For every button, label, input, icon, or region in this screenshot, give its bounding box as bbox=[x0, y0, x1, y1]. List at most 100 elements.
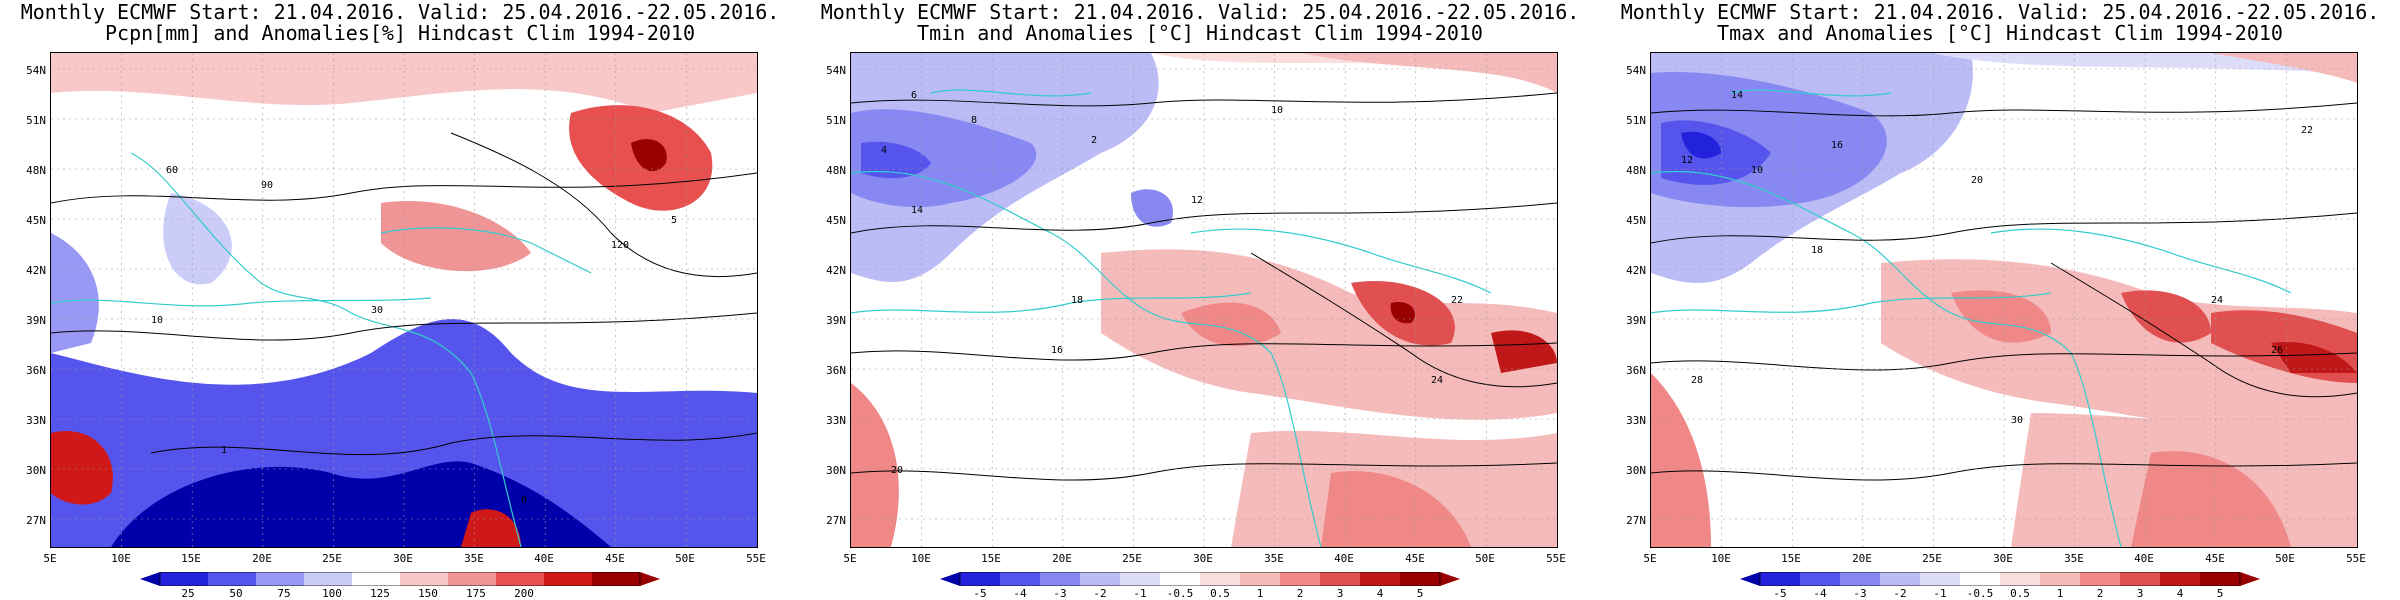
lon-label: 40E bbox=[534, 552, 554, 565]
colorbar-label: 2 bbox=[2096, 587, 2104, 600]
lat-label: 33N bbox=[26, 414, 46, 427]
lon-label: 5E bbox=[1643, 552, 1657, 565]
colorbar-label: 3 bbox=[1336, 587, 1344, 600]
lat-label: 45N bbox=[1626, 214, 1646, 227]
contour-label: 22 bbox=[2301, 125, 2313, 136]
contour-label: 22 bbox=[1451, 295, 1463, 306]
colorbar-label: -5 bbox=[1773, 587, 1787, 600]
lon-label: 15E bbox=[181, 552, 201, 565]
precipitation-panel: Monthly ECMWF Start: 21.04.2016. Valid: … bbox=[0, 0, 800, 600]
lon-label: 25E bbox=[1122, 552, 1142, 565]
lon-label: 5E bbox=[843, 552, 857, 565]
lat-label: 42N bbox=[26, 264, 46, 277]
lon-label: 50E bbox=[1475, 552, 1495, 565]
contour-label: 90 bbox=[261, 180, 273, 191]
lon-label: 25E bbox=[1922, 552, 1942, 565]
lat-label: 27N bbox=[26, 514, 46, 527]
contour-label: 20 bbox=[891, 465, 903, 476]
lon-label: 55E bbox=[2346, 552, 2366, 565]
colorbar-swatches bbox=[940, 572, 1460, 586]
contour-label: 16 bbox=[1831, 140, 1843, 151]
lat-label: 30N bbox=[1626, 464, 1646, 477]
lat-label: 54N bbox=[26, 64, 46, 77]
lon-label: 35E bbox=[2064, 552, 2084, 565]
colorbar-label: 50 bbox=[229, 587, 243, 600]
lon-label: 10E bbox=[111, 552, 131, 565]
contour-label: 30 bbox=[2011, 415, 2023, 426]
contour-label: 30 bbox=[371, 305, 383, 316]
lon-label: 30E bbox=[1193, 552, 1213, 565]
colorbar-label: 175 bbox=[466, 587, 486, 600]
contour-label: 16 bbox=[1051, 345, 1063, 356]
contour-label: 120 bbox=[611, 240, 629, 251]
colorbar-label: 1 bbox=[2056, 587, 2064, 600]
lat-label: 51N bbox=[1626, 114, 1646, 127]
lon-label: 35E bbox=[464, 552, 484, 565]
lat-label: 45N bbox=[26, 214, 46, 227]
colorbar-label: 0.5 bbox=[1210, 587, 1230, 600]
contour-label: 28 bbox=[1691, 375, 1703, 386]
colorbar-label: 125 bbox=[370, 587, 390, 600]
contour-label: 12 bbox=[1191, 195, 1203, 206]
contour-label: 26 bbox=[2271, 345, 2283, 356]
lat-label: 45N bbox=[826, 214, 846, 227]
colorbar bbox=[1740, 572, 2260, 586]
colorbar-label: 2 bbox=[1296, 587, 1304, 600]
lat-label: 36N bbox=[826, 364, 846, 377]
lon-label: 45E bbox=[1405, 552, 1425, 565]
precipitation-map: 60 90 120 30 1 10 0 5 bbox=[50, 52, 758, 548]
colorbar-label: -0.5 bbox=[1966, 587, 1994, 600]
lon-label: 15E bbox=[1781, 552, 1801, 565]
contour-label: 18 bbox=[1071, 295, 1083, 306]
lon-label: 5E bbox=[43, 552, 57, 565]
colorbar-label: -3 bbox=[1053, 587, 1067, 600]
lat-label: 48N bbox=[26, 164, 46, 177]
lat-label: 51N bbox=[26, 114, 46, 127]
lon-label: 10E bbox=[1711, 552, 1731, 565]
contour-label: 10 bbox=[1271, 105, 1283, 116]
tmin-panel: Monthly ECMWF Start: 21.04.2016. Valid: … bbox=[800, 0, 1600, 600]
tmin-map: 6 8 10 12 14 16 18 20 22 24 4 2 bbox=[850, 52, 1558, 548]
lon-label: 30E bbox=[1993, 552, 2013, 565]
colorbar bbox=[940, 572, 1460, 586]
lat-label: 42N bbox=[826, 264, 846, 277]
colorbar-label: 5 bbox=[2216, 587, 2224, 600]
contour-label: 0 bbox=[521, 495, 527, 506]
lat-label: 48N bbox=[1626, 164, 1646, 177]
colorbar-label: -2 bbox=[1893, 587, 1907, 600]
contour-label: 6 bbox=[911, 90, 917, 101]
colorbar-swatches bbox=[140, 572, 660, 586]
colorbar-label: 150 bbox=[418, 587, 438, 600]
colorbar-swatches bbox=[1740, 572, 2260, 586]
lon-label: 50E bbox=[2275, 552, 2295, 565]
contour-label: 1 bbox=[221, 445, 227, 456]
contour-label: 14 bbox=[1731, 90, 1743, 101]
tmax-map: 14 16 18 20 22 24 26 28 30 12 10 bbox=[1650, 52, 2358, 548]
contour-label: 20 bbox=[1971, 175, 1983, 186]
panel-title-line2: Tmax and Anomalies [°C] Hindcast Clim 19… bbox=[1717, 21, 2283, 45]
panel-title-line1: Monthly ECMWF Start: 21.04.2016. Valid: … bbox=[1620, 0, 2380, 24]
contour-label: 12 bbox=[1681, 155, 1693, 166]
lat-label: 39N bbox=[26, 314, 46, 327]
colorbar-label: -5 bbox=[973, 587, 987, 600]
lon-label: 25E bbox=[322, 552, 342, 565]
contour-label: 14 bbox=[911, 205, 923, 216]
colorbar-label: -1 bbox=[1133, 587, 1147, 600]
contour-label: 24 bbox=[2211, 295, 2223, 306]
lon-label: 50E bbox=[675, 552, 695, 565]
lon-label: 20E bbox=[1852, 552, 1872, 565]
contour-label: 5 bbox=[671, 215, 677, 226]
colorbar-label: 5 bbox=[1416, 587, 1424, 600]
lat-label: 51N bbox=[826, 114, 846, 127]
lon-label: 20E bbox=[252, 552, 272, 565]
lon-label: 35E bbox=[1264, 552, 1284, 565]
colorbar-label: 4 bbox=[1376, 587, 1384, 600]
colorbar-label: 100 bbox=[322, 587, 342, 600]
colorbar-label: -4 bbox=[1813, 587, 1827, 600]
lat-label: 33N bbox=[826, 414, 846, 427]
lon-label: 45E bbox=[605, 552, 625, 565]
lon-label: 45E bbox=[2205, 552, 2225, 565]
lat-label: 36N bbox=[26, 364, 46, 377]
lat-label: 42N bbox=[1626, 264, 1646, 277]
contour-label: 60 bbox=[166, 165, 178, 176]
